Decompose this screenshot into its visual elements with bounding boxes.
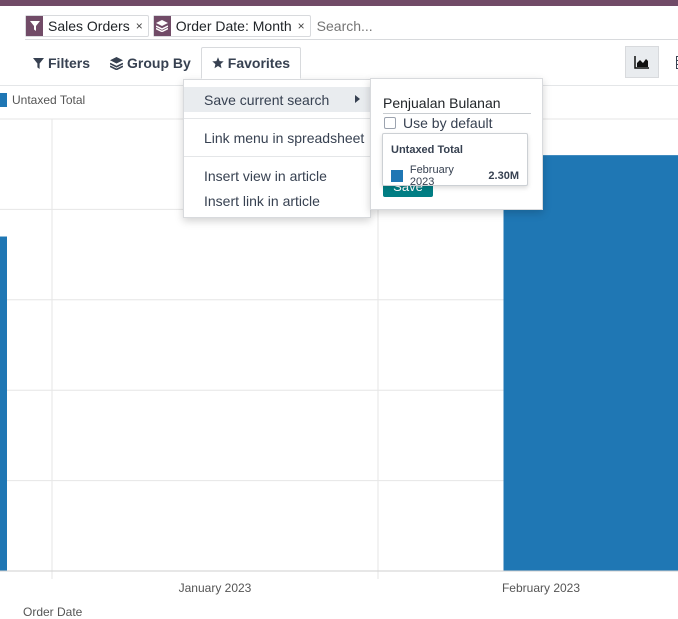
table-icon [675,55,678,69]
tooltip-row: February 2023 2.30M [391,164,519,188]
use-by-default-label: Use by default [403,115,493,131]
link-menu-spreadsheet-item[interactable]: Link menu in spreadsheet [184,125,370,150]
menu-item-label: Save current search [204,91,330,108]
facet-sales-orders[interactable]: Sales Orders × [25,14,149,37]
tooltip-title: Untaxed Total [391,144,463,156]
use-by-default-checkbox[interactable] [384,117,396,129]
use-by-default-row[interactable]: Use by default [384,115,493,131]
menu-item-label: Link menu in spreadsheet [204,129,365,146]
insert-view-article-item[interactable]: Insert view in article [184,163,370,188]
facet-remove-icon[interactable]: × [297,18,305,33]
filter-icon [33,57,44,69]
top-navbar [0,0,678,6]
filter-icon [26,15,43,36]
graph-view-button[interactable] [625,46,659,78]
tooltip-swatch [391,170,403,182]
facet-remove-icon[interactable]: × [135,18,143,33]
save-current-search-item[interactable]: Save current search [184,87,370,112]
favorites-button[interactable]: Favorites [200,47,302,79]
chart-legend[interactable]: Untaxed Total [0,93,85,107]
menu-divider [184,156,370,157]
menu-item-label: Insert link in article [204,192,320,209]
area-chart-icon [634,56,649,69]
search-panel-toolbar: Filters Group By Favorites [25,47,302,79]
legend-swatch [0,93,7,107]
search-bar: Sales Orders × Order Date: Month × [25,12,678,40]
menu-divider [184,118,370,119]
filters-button[interactable]: Filters [25,48,100,78]
x-axis-label: Order Date [23,605,83,619]
chart-tooltip: Untaxed Total February 2023 2.30M [382,133,528,188]
favorite-name-input[interactable] [383,92,531,114]
pivot-view-button[interactable] [665,46,678,78]
favorites-dropdown: Save current search Link menu in spreads… [183,79,371,218]
bar[interactable] [503,155,678,571]
tooltip-value: 2.30M [488,170,519,182]
tooltip-category: February 2023 [409,164,454,188]
group-by-button[interactable]: Group By [100,48,201,78]
favorites-label: Favorites [227,55,291,71]
insert-link-article-item[interactable]: Insert link in article [184,188,370,213]
layers-icon [153,15,171,36]
x-tick-label: January 2023 [179,581,252,595]
layers-icon [110,56,124,70]
caret-right-icon [355,95,360,103]
filters-label: Filters [48,55,91,71]
group-by-label: Group By [127,55,191,71]
facet-order-date-month[interactable]: Order Date: Month × [152,14,311,37]
facet-label: Sales Orders [48,17,130,34]
legend-label: Untaxed Total [12,93,86,107]
star-icon [212,57,224,69]
bar[interactable] [0,236,7,571]
menu-item-label: Insert view in article [204,167,327,184]
facet-label: Order Date: Month [175,17,292,34]
x-tick-label: February 2023 [502,581,580,595]
search-input[interactable] [316,17,517,34]
